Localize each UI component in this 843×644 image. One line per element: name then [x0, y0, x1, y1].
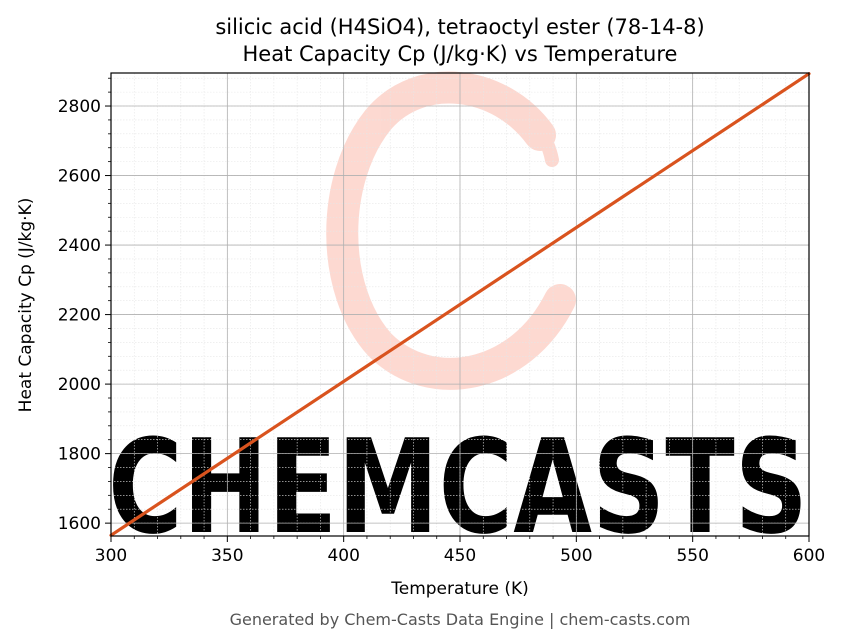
- watermark: CHEMCASTS: [108, 71, 808, 563]
- chart-subtitle: Heat Capacity Cp (J/kg·K) vs Temperature: [243, 42, 678, 66]
- y-tick-label: 2000: [58, 375, 101, 395]
- x-axis-ticks: 300 350 400 450 500 550 600: [95, 536, 825, 566]
- y-axis-ticks: 1600 1800 2000 2200 2400 2600 2800: [58, 77, 111, 534]
- y-tick-label: 2800: [58, 97, 101, 117]
- y-axis-label: Heat Capacity Cp (J/kg·K): [16, 198, 36, 413]
- series-line: [109, 72, 811, 537]
- x-tick-label: 350: [211, 546, 243, 566]
- footer-credit: Generated by Chem-Casts Data Engine | ch…: [230, 610, 691, 629]
- watermark-logo-swirl: [326, 71, 576, 390]
- x-axis-label: Temperature (K): [390, 579, 529, 599]
- y-tick-label: 2200: [58, 306, 101, 326]
- y-tick-label: 2400: [58, 236, 101, 256]
- y-tick-label: 1600: [58, 514, 101, 534]
- x-tick-label: 500: [560, 546, 592, 566]
- chart-title: silicic acid (H4SiO4), tetraoctyl ester …: [215, 15, 704, 39]
- x-tick-label: 450: [444, 546, 476, 566]
- x-tick-label: 550: [676, 546, 708, 566]
- watermark-text: CHEMCASTS: [108, 411, 808, 563]
- y-tick-label: 2600: [58, 167, 101, 187]
- series-layer: [109, 72, 811, 537]
- x-tick-label: 600: [793, 546, 825, 566]
- x-tick-label: 300: [95, 546, 127, 566]
- x-tick-label: 400: [327, 546, 359, 566]
- y-tick-label: 1800: [58, 445, 101, 465]
